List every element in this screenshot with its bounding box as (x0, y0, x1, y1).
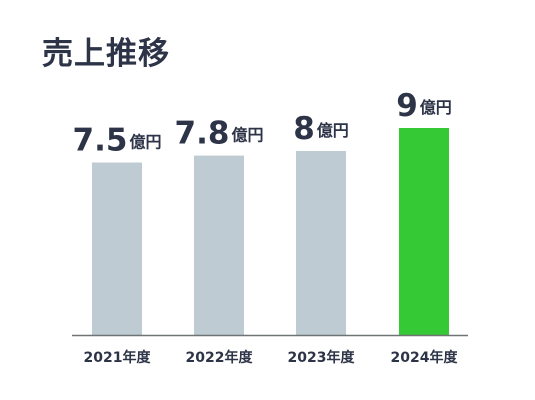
x-tick-label: 2021年度 (84, 349, 152, 366)
chart-title: 売上推移 (42, 36, 170, 72)
bar-2022年度 (194, 155, 244, 335)
value-label-2023年度: 8 億円 (293, 111, 349, 147)
x-tick-label: 2024年度 (391, 349, 459, 366)
x-tick-label: 2023年度 (288, 349, 356, 366)
value-label-2022年度: 7.8 億円 (175, 116, 264, 152)
value-label-2024年度: 9 億円 (396, 88, 452, 124)
x-tick-label: 2022年度 (186, 349, 254, 366)
value-label-2021年度: 7.5 億円 (73, 123, 162, 159)
bar-2024年度 (399, 128, 449, 335)
bar-2021年度 (92, 162, 142, 335)
bar-2023年度 (296, 151, 346, 335)
